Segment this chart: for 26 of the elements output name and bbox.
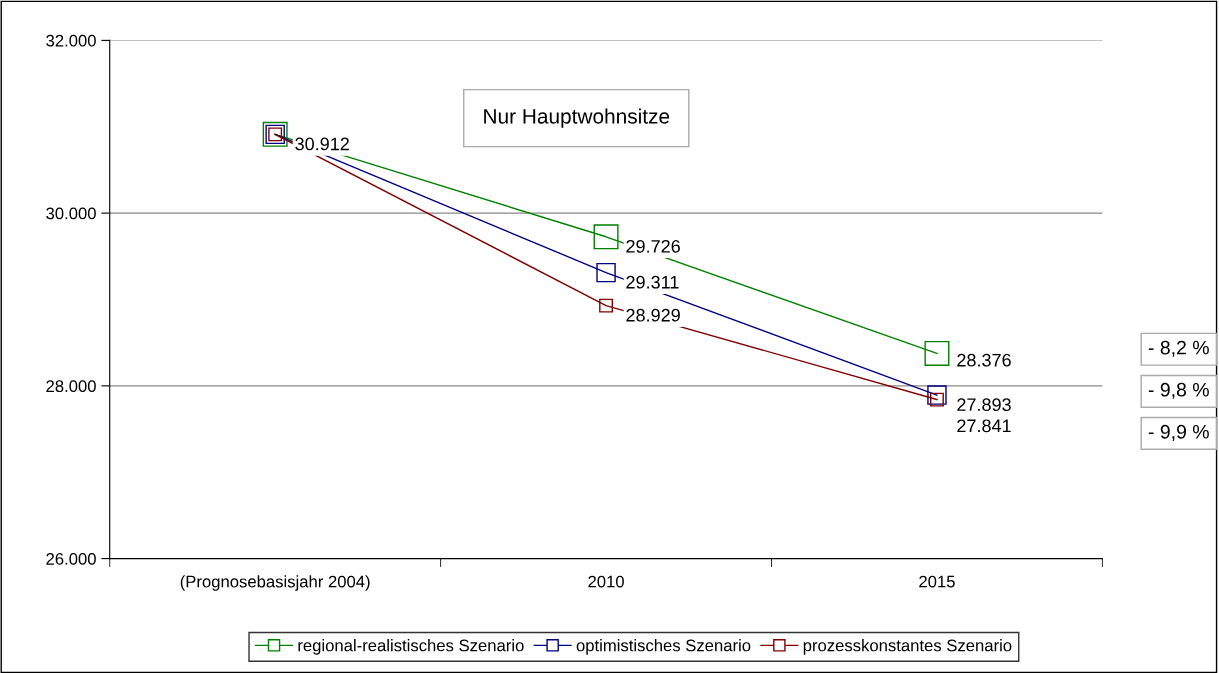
data-label: 28.376 [957,353,1011,367]
data-label: 29.726 [626,239,680,253]
x-tick-label: 2015 [919,575,955,588]
legend-label: optimistisches Szenario [576,639,751,655]
x-tick-label: (Prognosebasisjahr 2004) [180,575,370,591]
y-tick-label: 28.000 [46,380,96,393]
data-label: 27.841 [957,419,1011,433]
text: - 9,8 % [1148,382,1209,399]
data-label: 29.311 [626,275,679,289]
data-label: 28.929 [626,308,680,322]
text: - 9,9 % [1148,424,1209,441]
point [599,298,614,313]
point [924,340,950,366]
y-tick-label: 30.000 [46,207,96,220]
y-tick-label: 32.000 [46,34,96,47]
point [593,224,619,250]
legend-label: regional-realistisches Szenario [298,639,524,655]
point [927,385,947,405]
point [596,262,616,283]
legend-label: prozesskonstantes Szenario [803,639,1012,655]
annotation: Nur Hauptwohnsitze [484,108,670,128]
text: - 8,2 % [1148,340,1209,357]
data-label: 30.912 [295,137,349,151]
data-label: 27.893 [957,398,1011,412]
x-tick-label: 2010 [588,575,624,588]
y-tick-label: 26.000 [46,552,96,565]
